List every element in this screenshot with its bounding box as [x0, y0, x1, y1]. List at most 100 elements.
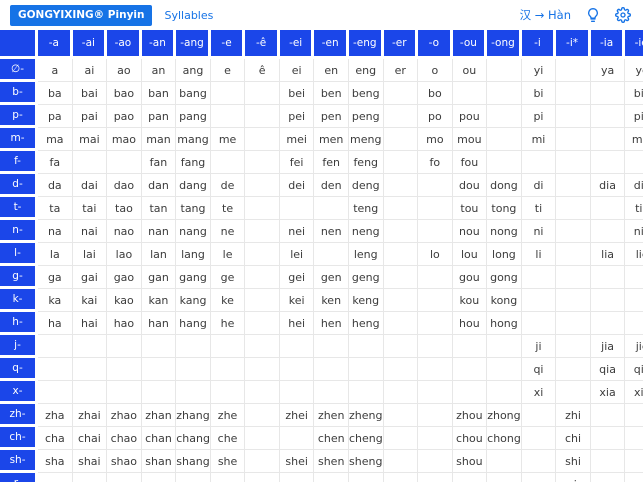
syllable-cell[interactable]: chang: [176, 427, 211, 450]
syllable-cell[interactable]: chan: [141, 427, 177, 450]
syllable-cell[interactable]: han: [141, 312, 177, 335]
syllable-cell[interactable]: nou: [452, 220, 488, 243]
syllable-cell[interactable]: gen: [314, 266, 349, 289]
syllable-cell[interactable]: ge: [210, 266, 246, 289]
syllable-cell[interactable]: tie: [625, 197, 643, 220]
syllable-cell[interactable]: nao: [107, 220, 142, 243]
syllable-cell[interactable]: dong: [487, 174, 522, 197]
syllable-cell[interactable]: pie: [625, 105, 643, 128]
syllable-cell[interactable]: kan: [141, 289, 177, 312]
syllable-cell[interactable]: la: [38, 243, 73, 266]
syllable-cell[interactable]: pan: [141, 105, 177, 128]
syllable-cell[interactable]: mo: [418, 128, 453, 151]
syllable-cell[interactable]: gao: [107, 266, 142, 289]
syllable-cell[interactable]: shi: [556, 450, 591, 473]
syllable-cell[interactable]: zhai: [72, 404, 108, 427]
syllable-cell[interactable]: hang: [176, 312, 211, 335]
syllable-cell[interactable]: hai: [72, 312, 108, 335]
syllable-cell[interactable]: dou: [452, 174, 488, 197]
syllable-cell[interactable]: lou: [452, 243, 488, 266]
syllable-cell[interactable]: kang: [176, 289, 211, 312]
syllable-cell[interactable]: li: [521, 243, 557, 266]
syllable-cell[interactable]: fa: [38, 151, 73, 174]
syllable-cell[interactable]: nan: [141, 220, 177, 243]
syllable-cell[interactable]: leng: [348, 243, 384, 266]
syllable-cell[interactable]: fen: [314, 151, 349, 174]
syllable-cell[interactable]: beng: [348, 82, 384, 105]
syllable-cell[interactable]: fei: [279, 151, 315, 174]
syllable-cell[interactable]: bang: [176, 82, 211, 105]
syllable-cell[interactable]: men: [314, 128, 349, 151]
syllable-cell[interactable]: jie: [625, 335, 643, 358]
syllable-cell[interactable]: lo: [418, 243, 453, 266]
syllable-cell[interactable]: en: [314, 59, 349, 82]
syllable-cell[interactable]: zhan: [141, 404, 177, 427]
syllable-cell[interactable]: o: [418, 59, 453, 82]
syllable-cell[interactable]: mie: [625, 128, 643, 151]
syllable-cell[interactable]: rong: [487, 473, 522, 482]
syllable-cell[interactable]: me: [210, 128, 246, 151]
syllable-cell[interactable]: heng: [348, 312, 384, 335]
syllable-cell[interactable]: ni: [521, 220, 557, 243]
syllable-cell[interactable]: zhei: [279, 404, 315, 427]
syllable-cell[interactable]: chong: [487, 427, 522, 450]
syllable-cell[interactable]: ang: [176, 59, 211, 82]
syllable-cell[interactable]: shang: [176, 450, 211, 473]
brand-tab-pinyin[interactable]: GONGYIXING® Pinyin: [10, 4, 153, 26]
syllable-cell[interactable]: mou: [452, 128, 488, 151]
syllable-cell[interactable]: yi: [521, 59, 557, 82]
syllable-cell[interactable]: ban: [141, 82, 177, 105]
syllable-cell[interactable]: eng: [348, 59, 384, 82]
syllable-cell[interactable]: xie: [625, 381, 643, 404]
syllable-cell[interactable]: kei: [279, 289, 315, 312]
syllable-cell[interactable]: chen: [314, 427, 349, 450]
syllable-cell[interactable]: re: [210, 473, 246, 482]
syllable-cell[interactable]: ga: [38, 266, 73, 289]
syllable-cell[interactable]: ne: [210, 220, 246, 243]
syllable-cell[interactable]: qia: [590, 358, 626, 381]
syllable-cell[interactable]: dang: [176, 174, 211, 197]
syllable-cell[interactable]: tai: [72, 197, 108, 220]
syllable-cell[interactable]: shou: [452, 450, 488, 473]
syllable-cell[interactable]: ke: [210, 289, 246, 312]
syllable-cell[interactable]: man: [141, 128, 177, 151]
syllable-cell[interactable]: mei: [279, 128, 315, 151]
syllable-cell[interactable]: ken: [314, 289, 349, 312]
syllable-cell[interactable]: bo: [418, 82, 453, 105]
syllable-cell[interactable]: gou: [452, 266, 488, 289]
syllable-cell[interactable]: ji: [521, 335, 557, 358]
syllable-cell[interactable]: keng: [348, 289, 384, 312]
syllable-cell[interactable]: an: [141, 59, 177, 82]
syllable-cell[interactable]: nang: [176, 220, 211, 243]
syllable-cell[interactable]: kai: [72, 289, 108, 312]
syllable-cell[interactable]: zhou: [452, 404, 488, 427]
syllable-cell[interactable]: gang: [176, 266, 211, 289]
syllable-cell[interactable]: fan: [141, 151, 177, 174]
syllable-cell[interactable]: mai: [72, 128, 108, 151]
syllable-cell[interactable]: den: [314, 174, 349, 197]
syllable-cell[interactable]: che: [210, 427, 246, 450]
syllable-cell[interactable]: po: [418, 105, 453, 128]
syllable-cell[interactable]: peng: [348, 105, 384, 128]
syllable-cell[interactable]: kong: [487, 289, 522, 312]
syllable-cell[interactable]: bie: [625, 82, 643, 105]
syllable-cell[interactable]: kao: [107, 289, 142, 312]
syllable-cell[interactable]: tao: [107, 197, 142, 220]
syllable-cell[interactable]: shei: [279, 450, 315, 473]
syllable-cell[interactable]: er: [383, 59, 419, 82]
syllable-cell[interactable]: nong: [487, 220, 522, 243]
syllable-cell[interactable]: dia: [590, 174, 626, 197]
syllable-cell[interactable]: ou: [452, 59, 488, 82]
syllable-cell[interactable]: zhi: [556, 404, 591, 427]
syllable-cell[interactable]: bao: [107, 82, 142, 105]
syllable-cell[interactable]: lei: [279, 243, 315, 266]
syllable-cell[interactable]: xia: [590, 381, 626, 404]
syllable-cell[interactable]: teng: [348, 197, 384, 220]
syllable-cell[interactable]: tang: [176, 197, 211, 220]
syllable-cell[interactable]: dao: [107, 174, 142, 197]
syllable-cell[interactable]: sha: [38, 450, 73, 473]
syllable-cell[interactable]: lai: [72, 243, 108, 266]
syllable-cell[interactable]: chou: [452, 427, 488, 450]
syllable-cell[interactable]: ba: [38, 82, 73, 105]
syllable-cell[interactable]: ri: [556, 473, 591, 482]
